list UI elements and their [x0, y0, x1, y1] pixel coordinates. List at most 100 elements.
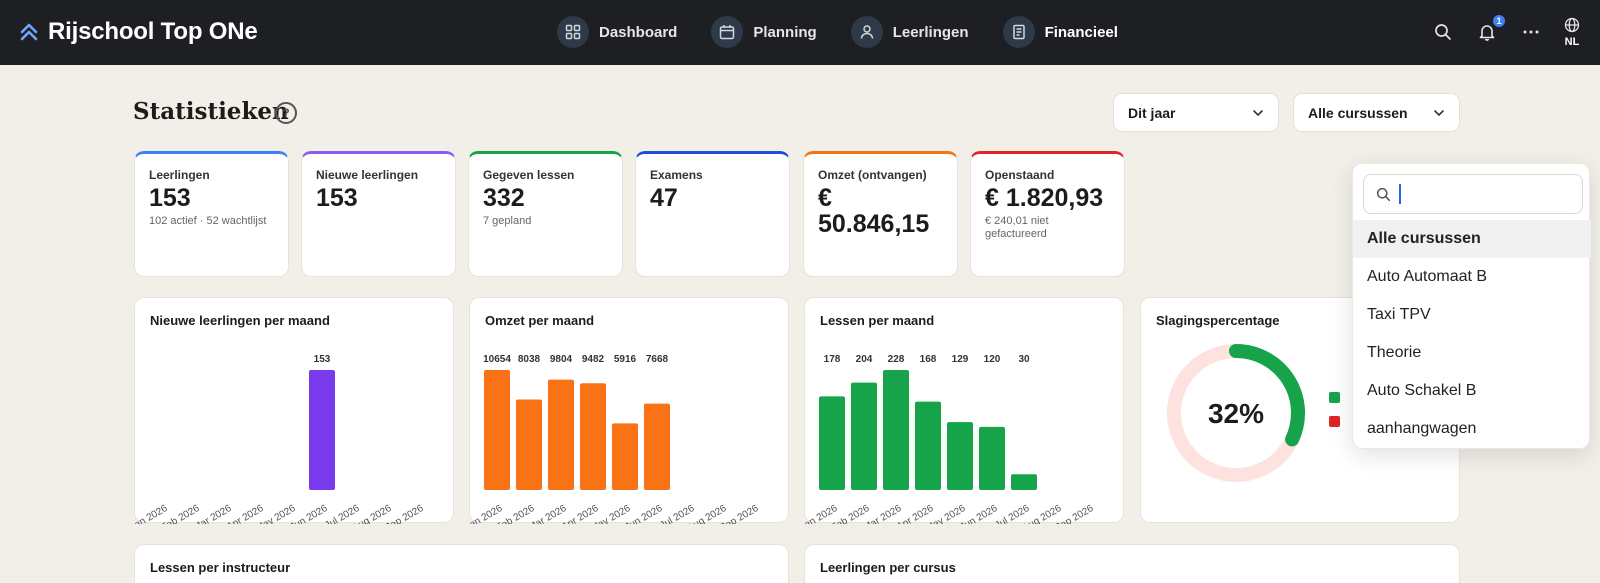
bar-value-label: 168 [920, 354, 937, 365]
nav-leerlingen-label: Leerlingen [892, 23, 969, 41]
calendar-icon [711, 16, 744, 48]
bar [915, 401, 941, 490]
bar-value-label: 204 [856, 354, 873, 365]
kpi-value: € 50.846,15 [818, 184, 930, 239]
card-lessen-per-instructeur: Lessen per instructeur [134, 544, 789, 583]
bar [309, 370, 335, 490]
bar-value-label: 120 [984, 354, 1001, 365]
bar-value-label: 228 [888, 354, 905, 365]
bar-value-label: 5916 [614, 354, 637, 365]
nav-dashboard[interactable]: Dashboard [557, 16, 677, 48]
dropdown-option[interactable]: Auto Automaat B [1367, 268, 1488, 285]
course-select-value: Alle cursussen [1308, 104, 1408, 121]
course-dropdown: Alle cursussen Auto Automaat B Taxi TPV The… [1352, 163, 1591, 449]
dropdown-option[interactable]: Theorie [1367, 344, 1422, 361]
kpi-label: Gegeven lessen [483, 168, 575, 182]
bar [979, 426, 1005, 490]
kpi-examens: Examens 47 [635, 151, 790, 277]
bar [1011, 474, 1037, 490]
bar-value-label: 9482 [582, 354, 605, 365]
kpi-label: Examens [650, 168, 703, 182]
bar-value-label: 9804 [550, 354, 573, 365]
search-button[interactable] [1432, 12, 1454, 52]
bar-value-label: 129 [952, 354, 969, 365]
legend-swatch [1329, 416, 1340, 427]
donut-center-label: 32% [1208, 398, 1264, 429]
bar [851, 382, 877, 490]
card-title: Leerlingen per cursus [820, 560, 956, 575]
kpi-value: € 1.820,93 [985, 184, 1104, 212]
bar-value-label: 153 [314, 354, 331, 365]
brand[interactable]: Rijschool Top ONe [18, 18, 258, 46]
receipt-icon [1002, 16, 1035, 48]
bar [644, 403, 670, 490]
nav-leerlingen[interactable]: Leerlingen [850, 16, 969, 48]
dropdown-option[interactable]: Taxi TPV [1367, 306, 1431, 323]
card-title: Lessen per instructeur [150, 560, 291, 575]
chart-title: Lessen per maand [820, 313, 935, 328]
kpi-label: Leerlingen [149, 168, 210, 182]
page-title: Statistieken [133, 98, 289, 125]
notification-badge: 1 [1492, 14, 1506, 28]
kpi-label: Nieuwe leerlingen [316, 168, 419, 182]
bar-value-label: 7668 [646, 354, 669, 365]
kpi-omzet: Omzet (ontvangen) € 50.846,15 [803, 151, 958, 277]
bar-value-label: 178 [824, 354, 841, 365]
bar [612, 423, 638, 490]
notifications-button[interactable]: 1 [1476, 12, 1506, 52]
kpi-sub: € 240,01 niet gefactureerd [985, 215, 1049, 241]
help-icon[interactable]: ? [275, 102, 297, 124]
language-switch[interactable]: NL [1564, 17, 1580, 48]
card-leerlingen-per-cursus: Leerlingen per cursus [804, 544, 1460, 583]
bar [947, 422, 973, 490]
chevron-down-icon [1434, 109, 1444, 116]
globe-icon [1564, 17, 1580, 32]
donut-slice [1229, 344, 1305, 447]
kpi-nieuwe-leerlingen: Nieuwe leerlingen 153 [301, 151, 456, 277]
bar-value-label: 8038 [518, 354, 541, 365]
kpi-label: Omzet (ontvangen) [818, 168, 927, 182]
kpi-sub: 102 actief · 52 wachtlijst [149, 215, 267, 228]
more-button[interactable] [1520, 12, 1542, 52]
dropdown-option[interactable]: Auto Schakel B [1367, 382, 1477, 399]
chevron-down-icon [1253, 109, 1263, 116]
period-select[interactable]: Dit jaar [1113, 93, 1279, 132]
kpi-sub: 7 gepland [483, 215, 532, 228]
bar [484, 370, 510, 490]
chart-title: Nieuwe leerlingen per maand [150, 313, 330, 328]
user-icon [850, 16, 883, 48]
search-icon [1376, 187, 1391, 201]
bar [548, 379, 574, 490]
nav-planning[interactable]: Planning [711, 16, 817, 48]
kpi-value: 153 [316, 184, 358, 212]
kpi-gegeven-lessen: Gegeven lessen 332 7 gepland [468, 151, 623, 277]
top-bar: Rijschool Top ONe Dashboard Planning Lee… [0, 0, 1600, 65]
course-select[interactable]: Alle cursussen [1293, 93, 1460, 132]
kpi-openstaand: Openstaand € 1.820,93 € 240,01 niet gefa… [970, 151, 1125, 277]
kpi-value: 47 [650, 184, 678, 212]
dropdown-option[interactable]: Alle cursussen [1353, 220, 1591, 258]
nav-financieel[interactable]: Financieel [1002, 16, 1118, 48]
dropdown-options: Alle cursussen Auto Automaat B Taxi TPV The… [1353, 220, 1591, 448]
kpi-label: Openstaand [985, 168, 1055, 182]
dropdown-option[interactable]: aanhangwagen [1367, 420, 1477, 437]
nav-dashboard-label: Dashboard [599, 23, 678, 41]
grid-icon [557, 16, 589, 48]
bar-value-label: 30 [1018, 354, 1030, 365]
app-title: Rijschool Top ONe [48, 18, 258, 45]
chevrons-up-icon [20, 23, 38, 41]
top-actions: 1 NL [1432, 12, 1580, 52]
bar [516, 399, 542, 490]
dropdown-search [1363, 174, 1583, 214]
chart-title: Slagingspercentage [1156, 313, 1280, 328]
legend-swatch [1329, 392, 1340, 403]
search-icon [1435, 24, 1451, 40]
kpi-value: 153 [149, 184, 191, 212]
bar [819, 396, 845, 490]
kpi-value: 332 [483, 184, 525, 212]
dropdown-search-input[interactable] [1399, 184, 1569, 204]
